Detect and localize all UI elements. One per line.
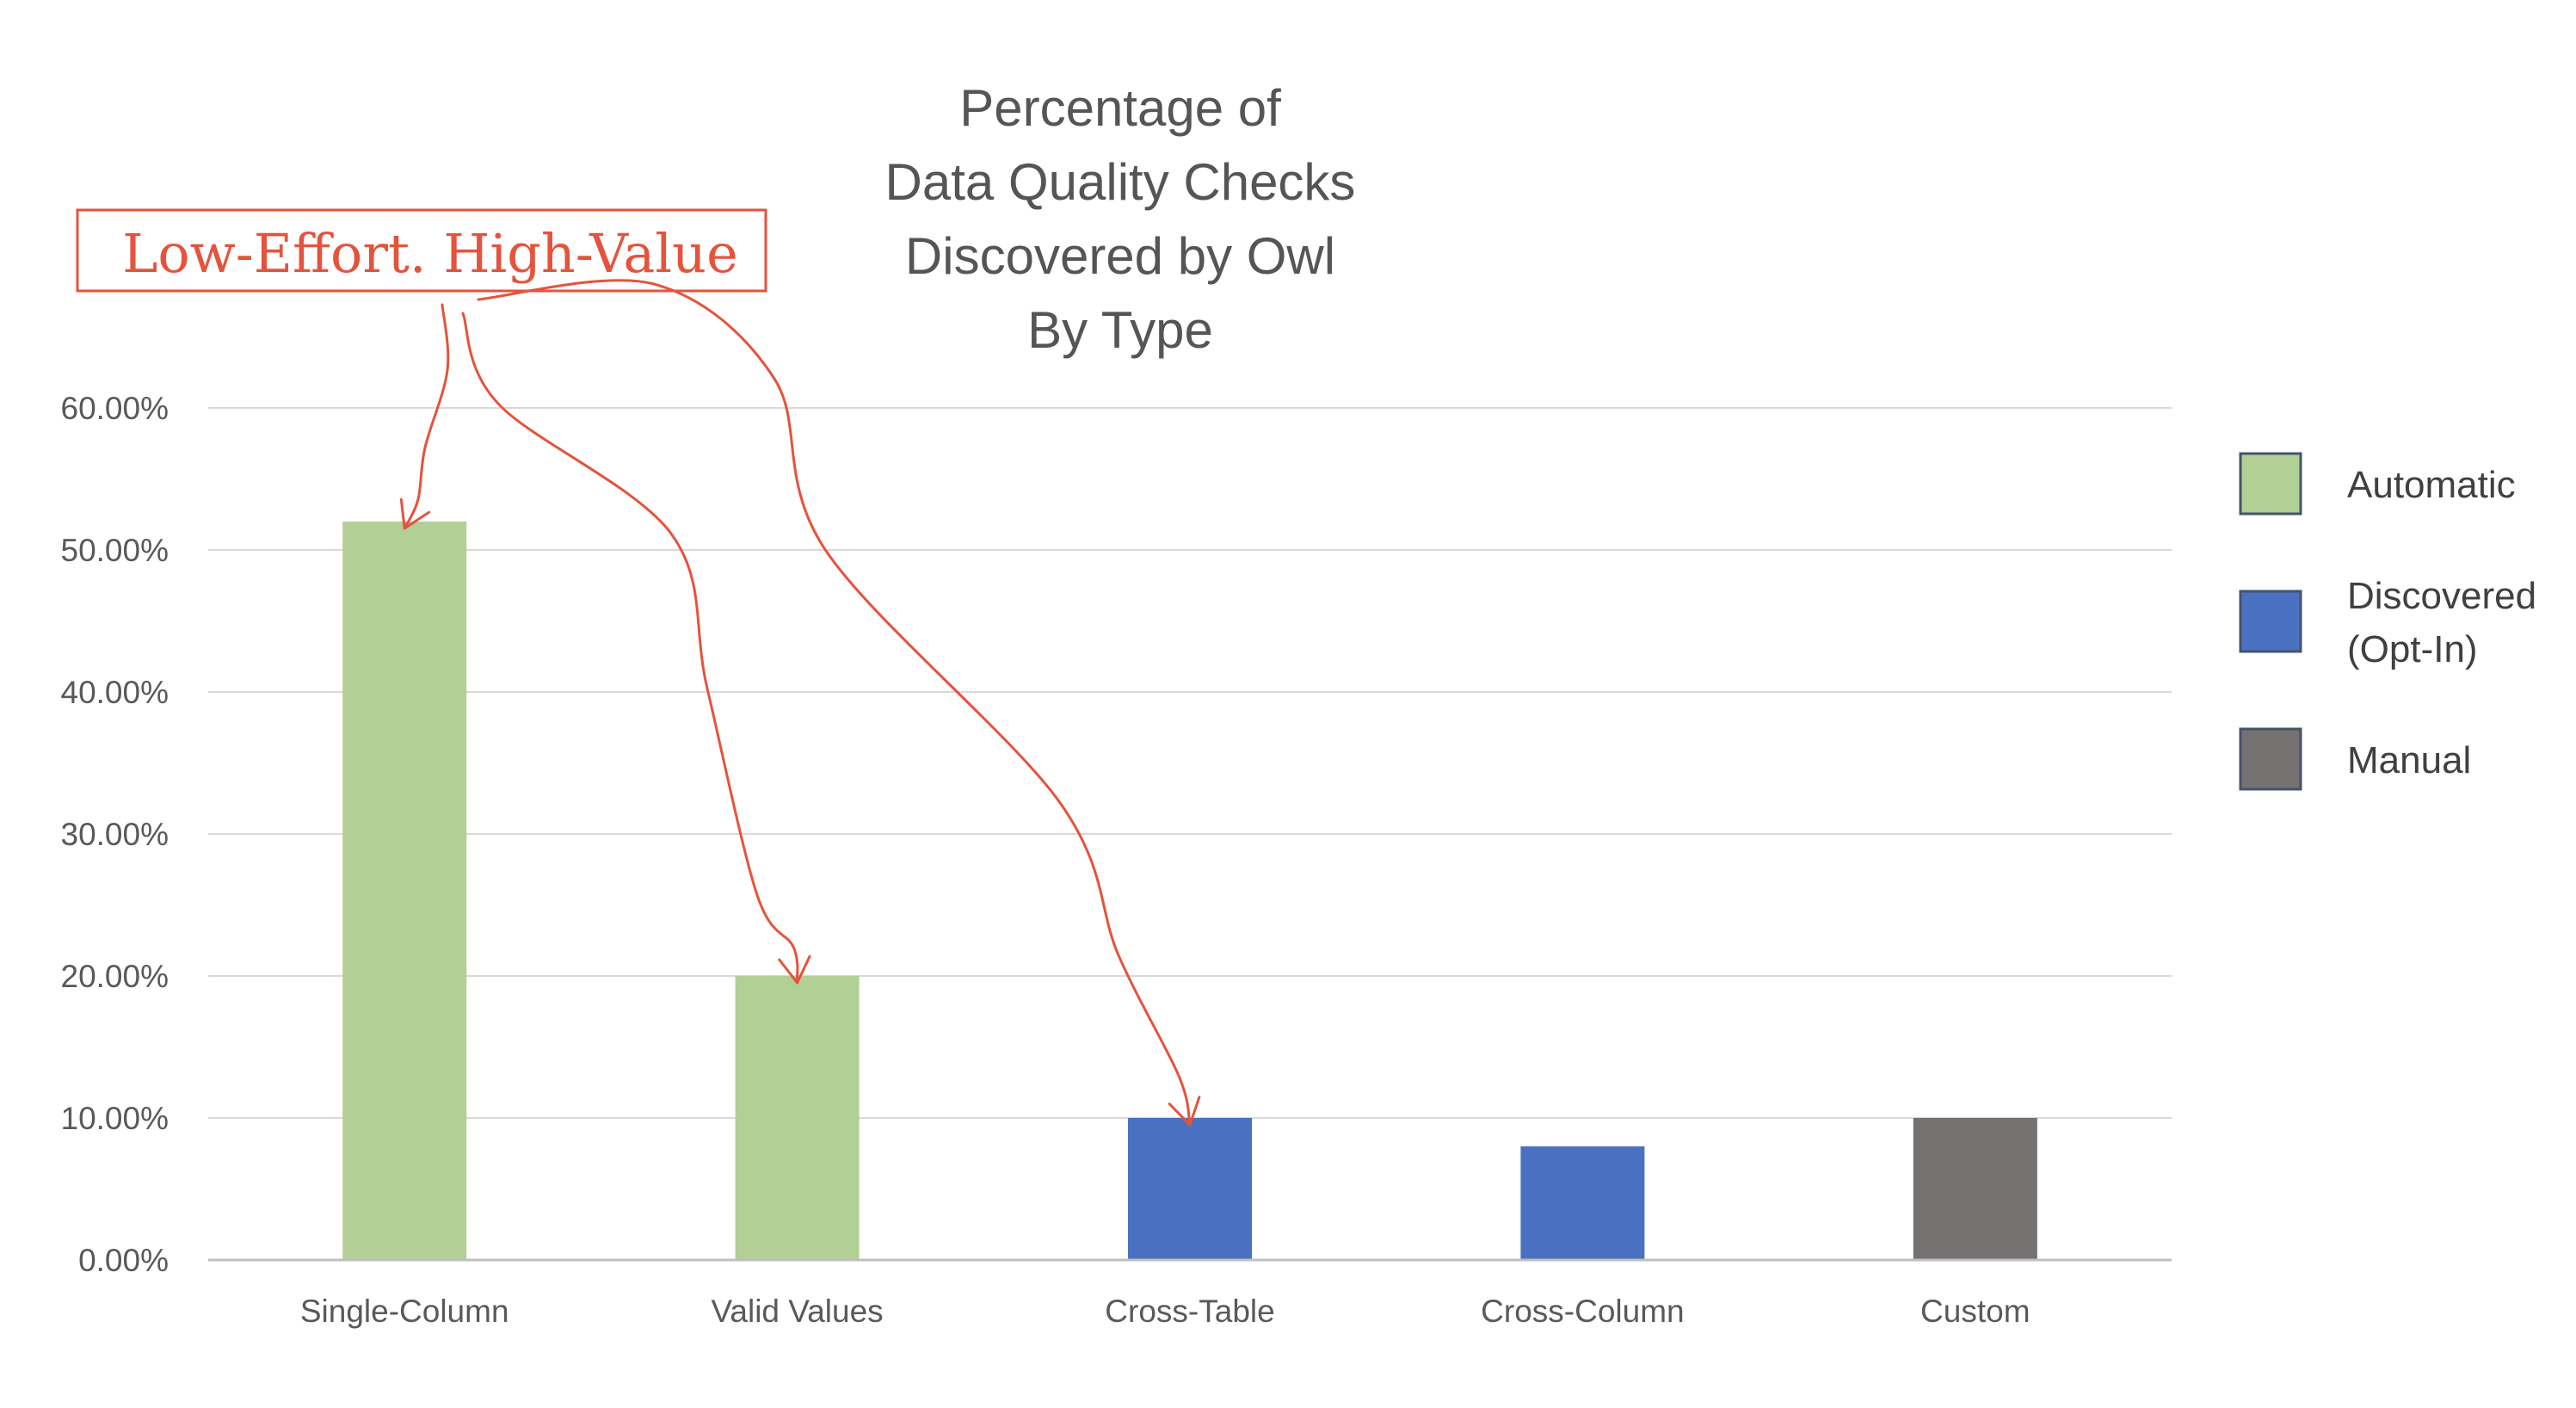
x-tick-label: Single-Column [300, 1294, 509, 1329]
legend-label: Automatic [2347, 464, 2516, 506]
y-tick-label: 60.00% [61, 391, 169, 426]
bar-cross-table [1128, 1118, 1252, 1260]
annotation-box [76, 208, 767, 293]
annotation: Low-Effort. High-Value [76, 208, 1201, 1127]
annotation-arrowhead [1168, 1096, 1201, 1127]
chart-title-line: Data Quality Checks [885, 153, 1356, 211]
x-tick-label: Cross-Table [1105, 1294, 1274, 1329]
gridlines [208, 407, 2172, 1119]
legend-label: (Opt-In) [2347, 628, 2478, 670]
annotation-arrow [461, 312, 799, 985]
legend-swatch-manual [2239, 727, 2302, 791]
legend-label: Manual [2347, 739, 2471, 781]
y-tick-label: 20.00% [61, 959, 169, 994]
bar-single-column [342, 522, 467, 1260]
annotation-label: Low-Effort. High-Value [122, 222, 738, 285]
bars [342, 522, 2037, 1260]
legend: Automatic Discovered (Opt-In) Manual [2239, 452, 2536, 791]
x-tick-label: Valid Values [711, 1294, 883, 1329]
y-tick-label: 30.00% [61, 817, 169, 852]
y-tick-label: 50.00% [61, 533, 169, 568]
chart-title-line: Percentage of [959, 79, 1281, 137]
bar-valid-values [735, 976, 860, 1260]
y-tick-label: 0.00% [78, 1243, 169, 1278]
x-tick-label: Cross-Column [1481, 1294, 1684, 1329]
annotation-arrowhead [399, 497, 431, 530]
chart-title-line: Discovered by Owl [905, 227, 1335, 285]
legend-swatch-discovered-opt-in [2239, 590, 2302, 653]
chart-title: Percentage of Data Quality Checks Discover… [885, 79, 1356, 359]
y-tick-label: 40.00% [61, 675, 169, 710]
bar-cross-column [1520, 1146, 1645, 1260]
x-tick-label: Custom [1920, 1294, 2030, 1329]
annotation-arrow [403, 303, 450, 530]
annotation-arrowhead [778, 954, 811, 985]
y-tick-label: 10.00% [61, 1101, 169, 1136]
bar-custom [1913, 1118, 2037, 1260]
legend-swatch-automatic [2239, 452, 2302, 516]
chart-title-line: By Type [1027, 301, 1213, 359]
annotation-arrow [477, 279, 1192, 1127]
x-axis-ticks: Single-Column Valid Values Cross-Table Cros… [300, 1294, 2031, 1329]
y-axis-ticks: 0.00% 10.00% 20.00% 30.00% 40.00% 50.00% 60.00… [61, 391, 169, 1278]
legend-label: Discovered [2347, 575, 2536, 617]
